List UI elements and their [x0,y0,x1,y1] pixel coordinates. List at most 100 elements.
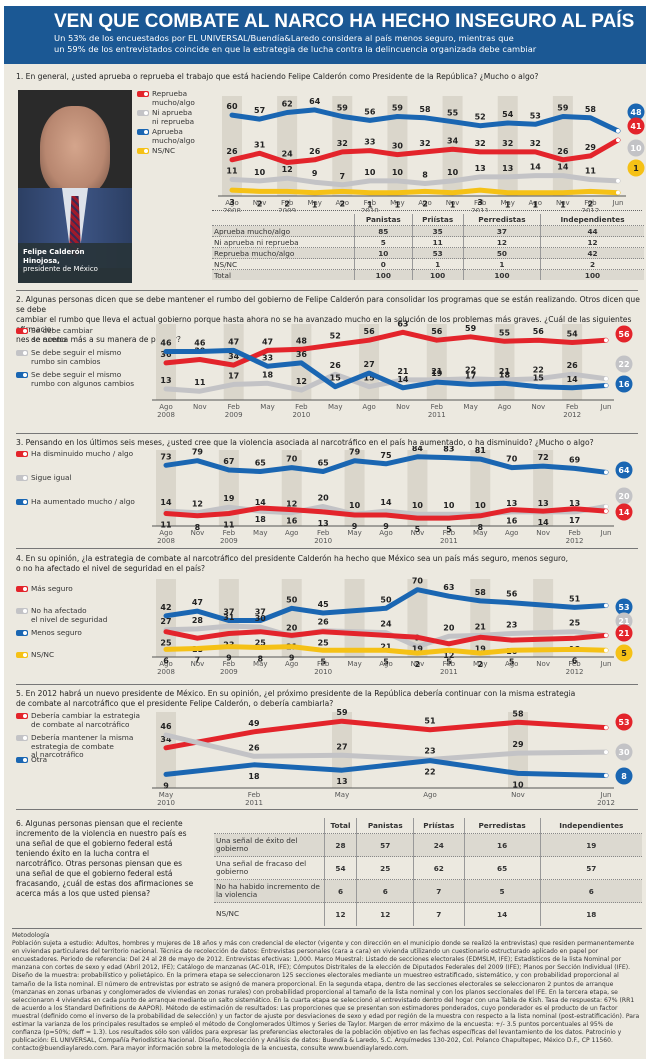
data-label: 27 [336,742,347,751]
headline: VEN QUE COMBATE AL NARCO HA HECHO INSEGU… [54,11,635,32]
data-label: 32 [502,139,513,148]
data-label: 56 [431,327,443,336]
x-tick-label: Feb 2012 [566,660,584,676]
data-label: 14 [255,498,267,507]
x-tick-label: Feb 2010 [292,403,310,419]
data-label: 24 [380,620,392,629]
legend-q2: Se debe cambiar de rumbo Se debe seguir e… [16,326,156,397]
legend-label: Sigue igual [31,473,72,482]
data-label: 2 [422,199,428,208]
data-label: 26 [226,147,238,156]
table-header-row: Panistas Priístas Perredistas Independiente… [212,214,644,226]
data-label: 16 [286,517,298,526]
section-divider [16,548,638,549]
data-label: 11 [585,167,597,176]
data-label: 79 [192,448,204,457]
legend-label: NS/NC [31,650,55,659]
table-cell: 16 [463,833,541,857]
table-cell: 54 [323,856,357,880]
x-tick-label: Feb 2011 [471,199,489,212]
section-divider [12,928,642,929]
data-label: 1 [312,201,318,210]
photo-tie [69,196,81,258]
column-header: Independientes [540,214,644,226]
section-divider [16,433,638,434]
legend-swatch [137,129,149,135]
end-value-bubble [627,103,645,121]
x-tick-label: Feb 2009 [220,660,238,676]
caption-name-1: Felipe Calderón [23,248,85,256]
photo-face [40,106,110,196]
end-value-bubble [615,598,633,616]
column-header [214,818,324,834]
data-label: 26 [248,743,260,752]
data-label: 58 [512,709,524,718]
data-label: 5 [415,525,421,534]
series-end-dot [604,383,608,388]
end-value-label: 53 [618,603,629,612]
end-value-bubble [615,461,633,479]
table-cell: 62 [413,856,465,880]
table-cell: 35 [411,225,464,237]
data-label: 59 [465,324,477,333]
data-label: 26 [557,147,569,156]
legend-swatch [16,475,28,481]
x-tick-label: Ago [418,199,432,207]
series-end-dot [616,128,620,133]
legend-label: Debería cambiar la estrategia de combate… [31,711,141,729]
x-tick-label: Feb 2011 [428,403,446,419]
x-tick-label: Ago [362,403,376,411]
data-label: 84 [412,446,424,453]
end-value-bubble [615,743,633,761]
data-label: 32 [475,139,486,148]
question-4-line-2: o no ha afectado el nivel de seguridad e… [16,564,206,573]
data-label: 1 [395,201,401,210]
data-label: 22 [465,366,476,375]
legend-q5: Debería cambiar la estrategia de combate… [16,711,156,772]
data-label: 12 [286,500,297,509]
data-label: 5 [383,657,389,666]
data-label: 14 [557,163,569,172]
data-label: 30 [392,142,404,151]
end-value-bubble [615,612,633,630]
data-label: 15 [364,374,376,383]
series-line [163,644,609,656]
table-cell: 44 [540,225,644,237]
legend-swatch [16,652,28,658]
data-label: 17 [569,516,580,525]
series-line [163,758,609,778]
data-label: 13 [506,499,517,508]
table-row: Aprueba mucho/algo 85 35 37 44 [212,225,644,237]
data-label: 52 [330,332,341,341]
series-line [229,187,621,196]
legend-label: Otra [31,755,48,764]
data-label: 10 [443,501,455,510]
data-label: 21 [380,642,392,651]
data-label: 5 [446,525,452,534]
data-label: 25 [255,639,267,648]
data-label: 1 [505,201,511,210]
x-tick-label: Ago [505,660,519,668]
end-value-label: 10 [630,144,642,153]
x-tick-label: Nov [396,403,410,411]
x-tick-label: Feb 2009 [220,529,238,545]
table-cell: 65 [463,856,541,880]
data-label: 2 [415,660,421,669]
section-divider [16,684,638,685]
x-tick-label: Ago [505,529,519,537]
series-line [163,454,609,475]
x-tick-label: Nov [536,660,550,668]
legend-swatch [16,608,28,614]
x-tick-label: May [260,403,274,411]
table-cell: 12 [356,902,414,926]
data-label: 10 [475,501,487,510]
legend-label: NS/NC [152,146,176,155]
x-tick-label: May [390,199,404,207]
data-label: 5 [446,657,452,666]
series-line [229,173,621,188]
data-label: 52 [475,113,486,122]
question-2-line-2: cambiar el rumbo que lleva el actual gob… [16,315,632,334]
data-label: 21 [499,367,511,376]
table-cell: 5 [463,879,541,903]
table-cell: 12 [323,902,357,926]
